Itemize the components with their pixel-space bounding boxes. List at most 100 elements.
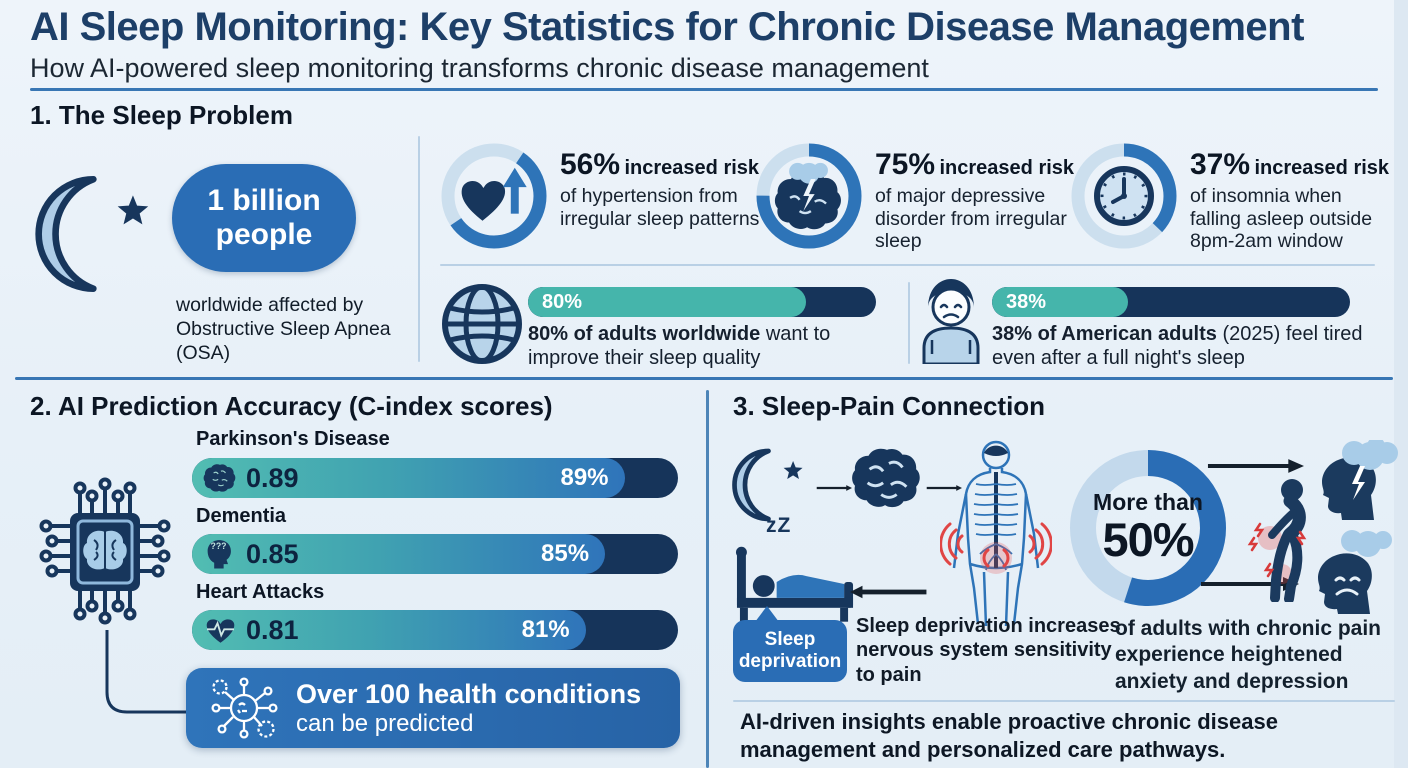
risk-value: 37% bbox=[1190, 148, 1251, 181]
cindex-bar-parkinsons: 89% 0.89 bbox=[192, 458, 678, 498]
headline-stat-value: 1 billion people bbox=[207, 184, 321, 251]
risk-emphasis: increased risk bbox=[624, 157, 760, 179]
risk-stat-hypertension bbox=[440, 142, 548, 250]
headline-stat-blob: 1 billion people bbox=[172, 164, 356, 272]
bar-score: 0.81 bbox=[246, 615, 299, 645]
arrow-right-icon bbox=[926, 485, 962, 491]
health-conditions-callout: Over 100 health conditions can be predic… bbox=[186, 668, 680, 748]
progress-caption: 38% of American adults (2025) feel tired… bbox=[992, 322, 1377, 370]
chronic-pain-donut: More than 50% bbox=[1063, 443, 1233, 613]
body-nervous-system-icon bbox=[940, 440, 1052, 627]
cindex-bar-heart-attacks: 81% 0.81 bbox=[192, 610, 678, 650]
progress-caption: 80% of adults worldwide want to improve … bbox=[528, 322, 903, 370]
heart-pulse-icon bbox=[206, 619, 235, 643]
risk-stat-text: 56% increased risk of hypertension from … bbox=[560, 148, 765, 230]
donut-ring bbox=[756, 143, 862, 249]
arrow-left-icon bbox=[850, 585, 927, 599]
health-network-icon bbox=[211, 677, 278, 739]
cindex-bar-dementia: 85% ??? 0.85 bbox=[192, 534, 678, 574]
bar-fill: 89% bbox=[192, 458, 625, 498]
bubble-label: Sleep deprivation bbox=[738, 629, 842, 672]
sleep-deprivation-bubble: Sleep deprivation bbox=[733, 606, 847, 682]
donut-value: 50% bbox=[1102, 513, 1194, 566]
page-title: AI Sleep Monitoring: Key Statistics for … bbox=[30, 5, 1304, 49]
edge-strip bbox=[1394, 0, 1408, 768]
bar-percent-label: 81% bbox=[521, 616, 570, 643]
donut-ring bbox=[441, 143, 547, 249]
globe-icon bbox=[442, 284, 522, 364]
section1-heading: 1. The Sleep Problem bbox=[30, 100, 293, 130]
bar-percent-label: 85% bbox=[541, 540, 590, 567]
bar-fill: 85% bbox=[192, 534, 606, 574]
bar-percent-label: 89% bbox=[560, 464, 609, 491]
risk-description: of insomnia when falling asleep outside … bbox=[1190, 184, 1373, 253]
bar-fill: 81% bbox=[192, 610, 586, 650]
moon-star-small-icon bbox=[732, 448, 803, 522]
progress-track-feel-tired: 38% bbox=[992, 287, 1350, 317]
risk-description: of major depressive disorder from irregu… bbox=[875, 184, 1067, 253]
moon-star-icon bbox=[35, 176, 149, 292]
zzz-label: zZ bbox=[766, 514, 792, 537]
progress-fill bbox=[528, 287, 807, 317]
page-subtitle: How AI-powered sleep monitoring transfor… bbox=[30, 53, 929, 83]
anxiety-head-icon bbox=[1322, 440, 1398, 520]
depression-head-icon bbox=[1318, 530, 1392, 614]
section2-heading: 2. AI Prediction Accuracy (C-index score… bbox=[30, 391, 553, 421]
progress-label: 80% bbox=[542, 291, 583, 313]
risk-row-divider bbox=[440, 264, 1375, 266]
progress-track-sleep-quality: 80% bbox=[528, 287, 876, 317]
bar-score: 0.85 bbox=[246, 539, 299, 569]
progress-label: 38% bbox=[1006, 291, 1047, 313]
section3-vertical-divider bbox=[706, 390, 709, 768]
risk-stat-text: 37% increased risk of insomnia when fall… bbox=[1190, 148, 1395, 253]
bed-sleep-icon bbox=[735, 546, 854, 622]
chip-brain-icon bbox=[39, 477, 171, 625]
section1-vertical-divider bbox=[418, 136, 420, 362]
risk-value: 75% bbox=[875, 148, 936, 181]
tired-person-icon bbox=[922, 279, 980, 364]
brain-icon bbox=[203, 464, 236, 492]
progress-caption-rest: want to improve their sleep quality bbox=[528, 323, 831, 369]
clock-icon bbox=[1094, 166, 1154, 226]
risk-description: of hypertension from irregular sleep pat… bbox=[560, 184, 760, 230]
risk-stat-text: 75% increased risk of major depressive d… bbox=[875, 148, 1075, 253]
callout-connector-line bbox=[105, 630, 193, 714]
header-divider bbox=[30, 88, 1378, 91]
donut-ring bbox=[1070, 450, 1226, 606]
risk-emphasis: increased risk bbox=[939, 157, 1075, 179]
sleep-pain-description: Sleep deprivation increases nervous syst… bbox=[856, 615, 1121, 686]
section3-heading: 3. Sleep-Pain Connection bbox=[733, 391, 1046, 421]
bar-label-dementia: Dementia bbox=[196, 505, 287, 527]
progress-caption-emphasis: 80% of adults worldwide bbox=[528, 323, 761, 345]
progress-fill bbox=[992, 287, 1129, 317]
donut-prefix: More than bbox=[1093, 489, 1203, 515]
head-questions-icon: ??? bbox=[207, 540, 231, 569]
svg-text:???: ??? bbox=[211, 541, 227, 551]
arrow-right-icon bbox=[1207, 459, 1304, 473]
bar-score: 0.89 bbox=[246, 463, 299, 493]
arrow-right-icon bbox=[816, 485, 852, 491]
bar-label-parkinsons: Parkinson's Disease bbox=[196, 428, 390, 450]
chronic-pain-caption: of adults with chronic pain experience h… bbox=[1115, 617, 1382, 693]
heart-up-arrow-icon bbox=[461, 167, 527, 221]
main-divider bbox=[15, 377, 1393, 380]
callout-emphasis: Over 100 health conditions bbox=[296, 678, 642, 709]
brain-flow-icon bbox=[852, 448, 920, 508]
brain-storm-icon bbox=[774, 162, 841, 230]
callout-rest: can be predicted bbox=[296, 709, 474, 737]
footer-note: AI-driven insights enable proactive chro… bbox=[740, 709, 1278, 763]
bubble-pointer bbox=[755, 606, 779, 622]
risk-emphasis: increased risk bbox=[1254, 157, 1390, 179]
pain-person-icon bbox=[1247, 479, 1307, 602]
progress-caption-emphasis: 38% of American adults bbox=[992, 323, 1217, 345]
risk-value: 56% bbox=[560, 148, 621, 181]
risk-stat-depression bbox=[755, 142, 863, 250]
bar-label-heart-attacks: Heart Attacks bbox=[196, 581, 325, 603]
section3-footer-divider bbox=[733, 700, 1395, 702]
progress-divider bbox=[908, 282, 910, 364]
donut-ring bbox=[1071, 143, 1177, 249]
donut-center-text: More than 50% bbox=[1078, 489, 1218, 563]
headline-stat-caption: worldwide affected by Obstructive Sleep … bbox=[176, 294, 391, 364]
progress-caption-rest: (2025) feel tired even after a full nigh… bbox=[992, 323, 1363, 369]
